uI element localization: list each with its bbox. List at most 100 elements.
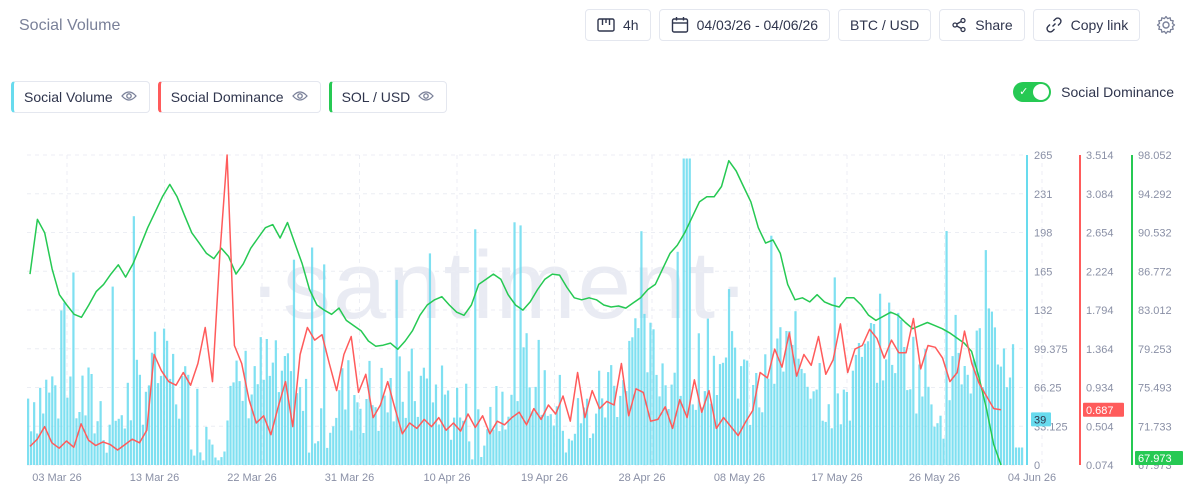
volume-bar (256, 384, 259, 465)
volume-bar (504, 429, 507, 465)
volume-bar (317, 441, 320, 465)
volume-bar (661, 363, 664, 465)
volume-bar (776, 338, 779, 465)
copy-link-button[interactable]: Copy link (1032, 9, 1141, 41)
legend-item-social-dominance[interactable]: Social Dominance (157, 81, 321, 113)
share-button[interactable]: Share (939, 9, 1025, 41)
x-tick-label: 03 Mar 26 (32, 472, 82, 484)
volume-bar (431, 402, 435, 465)
volume-bar (891, 364, 894, 465)
volume-bar (800, 368, 803, 465)
volume-bar (57, 418, 60, 465)
volume-bar (165, 340, 169, 465)
volume-bar (921, 396, 924, 465)
volume-bar (238, 381, 241, 465)
volume-bar (933, 426, 936, 465)
volume-bar (981, 387, 984, 465)
volume-bar (120, 415, 123, 465)
current-value-badge: 0.687 (1083, 402, 1124, 417)
volume-bar (543, 370, 546, 465)
x-tick-label: 13 Mar 26 (130, 472, 180, 484)
volume-bar (555, 406, 558, 465)
volume-bar (150, 352, 154, 465)
volume-bar (516, 401, 519, 465)
volume-bar (265, 339, 268, 465)
volume-bar (362, 433, 365, 465)
volume-bar (987, 308, 990, 465)
volume-bar (531, 411, 534, 465)
legend-item-social-volume[interactable]: Social Volume (11, 81, 150, 113)
volume-bar (368, 360, 371, 465)
volume-bar (123, 428, 126, 465)
volume-bar (969, 393, 972, 465)
badge-label: 39 (1034, 414, 1046, 426)
volume-bar (528, 387, 531, 465)
volume-bar (1002, 348, 1006, 465)
volume-bar (156, 383, 160, 465)
x-tick-label: 08 May 26 (714, 472, 765, 484)
volume-bar (525, 333, 528, 465)
y-tick-label: 3.514 (1086, 150, 1114, 162)
toggle-switch[interactable]: ✓ (1013, 82, 1052, 102)
legend-item-sol-usd[interactable]: SOL / USD (328, 81, 448, 113)
gear-icon[interactable] (1156, 14, 1178, 36)
volume-bar (341, 368, 344, 465)
volume-bar (268, 375, 271, 465)
volume-bar (567, 438, 571, 465)
volume-bar (129, 420, 132, 465)
legend-label: Social Volume (24, 89, 113, 105)
interval-button[interactable]: 4h (585, 9, 651, 41)
volume-bar (649, 322, 652, 465)
volume-bar (126, 382, 129, 465)
copy-link-label: Copy link (1070, 17, 1129, 33)
y-tick-label: 66.25 (1034, 383, 1062, 395)
volume-bar (727, 289, 731, 465)
volume-bar (84, 415, 87, 465)
eye-icon[interactable] (418, 89, 435, 105)
x-tick-label: 22 Mar 26 (227, 472, 277, 484)
share-icon (951, 17, 967, 33)
volume-bar (758, 407, 761, 465)
volume-bar (169, 378, 172, 465)
volume-bar (422, 367, 425, 465)
volume-bar (30, 431, 33, 465)
volume-bar (277, 392, 280, 465)
legend-label: SOL / USD (341, 89, 411, 105)
pair-button[interactable]: BTC / USD (838, 9, 932, 41)
volume-bar (81, 375, 84, 465)
volume-bar (700, 407, 703, 465)
volume-bar (579, 423, 583, 465)
y-tick-label: 2.654 (1086, 228, 1114, 240)
volume-bar (610, 365, 613, 465)
volume-bar (703, 391, 706, 465)
volume-bar (576, 398, 580, 465)
volume-bar (948, 400, 951, 465)
social-dominance-toggle[interactable]: ✓ Social Dominance (1013, 82, 1174, 102)
volume-bar (244, 350, 247, 465)
volume-bar (135, 359, 138, 465)
volume-bar (646, 372, 649, 465)
eye-icon[interactable] (291, 89, 308, 105)
chart-lines (29, 154, 1002, 466)
volume-bar (72, 272, 75, 465)
date-range-button[interactable]: 04/03/26 - 04/06/26 (658, 9, 831, 41)
volume-bar (428, 253, 432, 465)
volume-bar (900, 319, 903, 465)
volume-bar (307, 452, 311, 465)
date-range-label: 04/03/26 - 04/06/26 (696, 17, 819, 33)
volume-bar (721, 362, 725, 465)
volume-bar (652, 329, 655, 465)
y-tick-label: 90.532 (1138, 228, 1172, 240)
eye-icon[interactable] (120, 89, 137, 105)
badge-bg (1083, 402, 1124, 417)
volume-bar (90, 374, 93, 465)
volume-bar (791, 344, 794, 465)
volume-bar (220, 457, 223, 465)
volume-bar (839, 424, 842, 465)
volume-bar (138, 374, 141, 465)
volume-bar (383, 395, 386, 465)
volume-bar (323, 264, 326, 465)
volume-bar (404, 417, 407, 465)
page-title: Social Volume (19, 17, 121, 34)
